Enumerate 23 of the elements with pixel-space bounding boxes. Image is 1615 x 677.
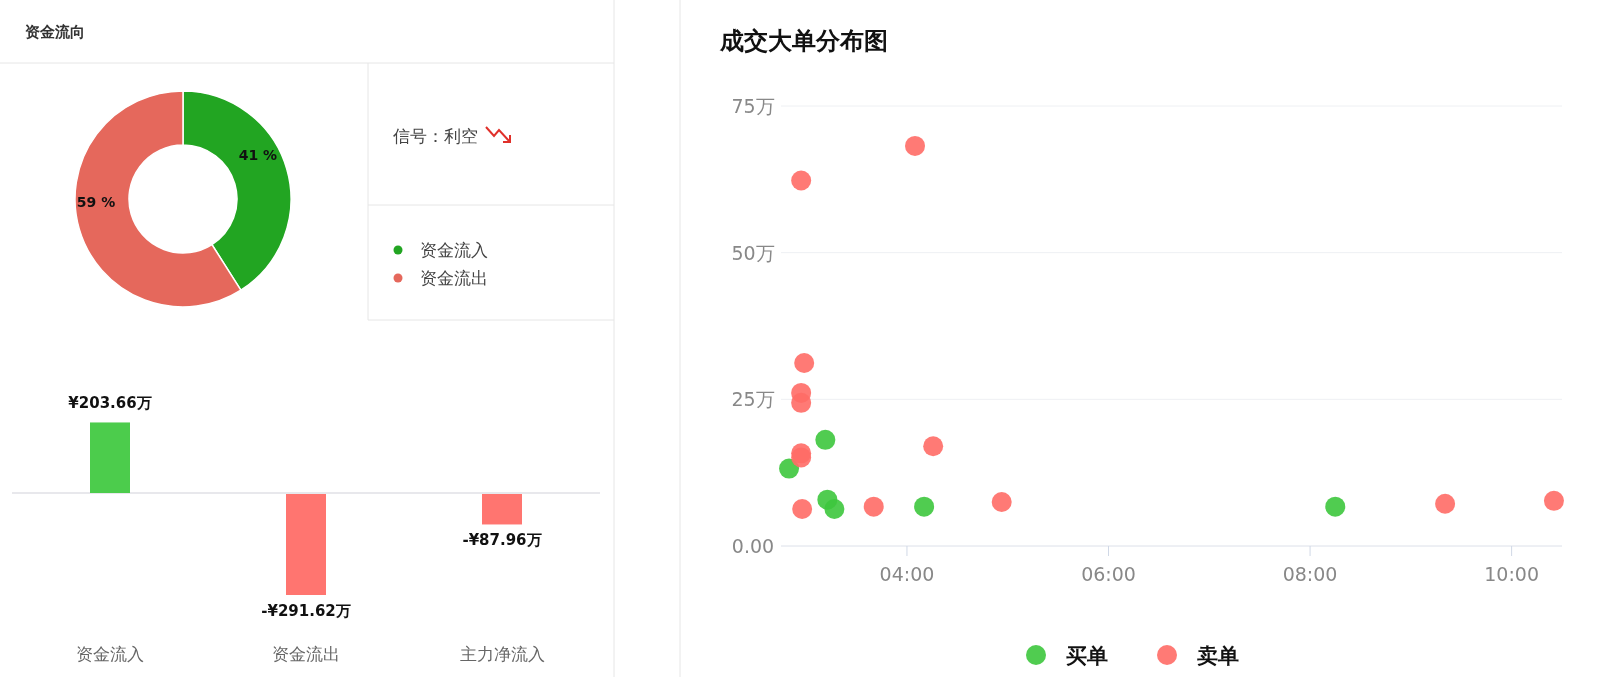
chart-title: 资金流向 <box>25 23 85 41</box>
chart-title: 成交大单分布图 <box>719 27 888 55</box>
y-tick-label: 50万 <box>731 241 775 264</box>
legend-label: 卖单 <box>1197 644 1239 668</box>
data-label: 59 % <box>76 193 116 210</box>
y-tick-label: 75万 <box>731 95 775 117</box>
y-tick-label: 25万 <box>731 388 775 411</box>
data-label: -¥291.62万 <box>261 602 351 620</box>
data-label: -¥87.96万 <box>462 531 542 550</box>
x-tick-label: 04:00 <box>879 563 935 585</box>
data-label: 41 % <box>238 146 278 163</box>
legend-label: 买单 <box>1066 644 1108 668</box>
x-tick-label: 资金流入 <box>76 644 144 664</box>
x-tick-label: 10:00 <box>1484 563 1539 585</box>
x-tick-label: 资金流出 <box>272 644 340 664</box>
x-tick-label: 06:00 <box>1081 563 1136 585</box>
x-tick-label: 08:00 <box>1282 563 1338 585</box>
x-tick-label: 主力净流入 <box>459 644 545 664</box>
legend-label: 资金流入 <box>420 240 488 260</box>
y-tick-label: 0.00 <box>731 535 775 557</box>
data-label: ¥203.66万 <box>68 394 152 413</box>
legend-label: 资金流出 <box>420 268 488 288</box>
text: 信号：利空 <box>393 126 478 146</box>
